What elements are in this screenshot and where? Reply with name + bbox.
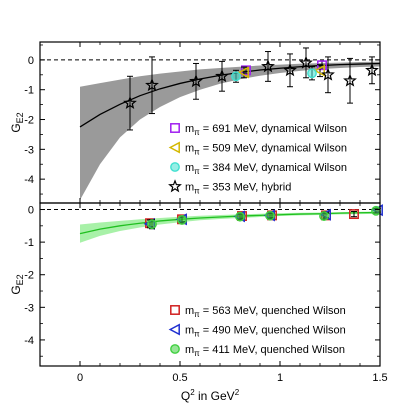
y-tick-label: -4 (24, 174, 34, 186)
data-point-star (321, 67, 335, 81)
y-tick-label: 0 (28, 205, 34, 217)
x-axis-label-main: Q (181, 389, 190, 403)
data-point-square (317, 60, 327, 71)
legend-label-m: m (185, 344, 194, 356)
legend-label-m: m (185, 182, 194, 194)
y-tick-label: -3 (24, 302, 34, 314)
x-axis-label-sup: 2 (190, 388, 195, 397)
y-axis-label: GE2 (9, 112, 25, 132)
x-tick-label: 1 (277, 372, 283, 384)
legend-marker-square (170, 123, 180, 133)
x-tick-label: 0 (77, 372, 83, 384)
data-point-star (215, 69, 229, 83)
y-tick-label: -2 (24, 115, 34, 127)
legend-label-rest: = 563 MeV, quenched Wilson (200, 305, 346, 317)
legend-label-sub: π (194, 349, 200, 358)
y-tick-label: 0 (28, 55, 34, 67)
legend-marker-circle (170, 344, 180, 354)
y-axis-label-main: G (9, 285, 23, 294)
y-axis-label-sub: E2 (15, 112, 25, 123)
y-tick-label: -1 (24, 237, 34, 249)
legend-label-rest: = 353 MeV, hybrid (200, 182, 292, 194)
data-point-star (145, 77, 159, 92)
y-axis-label-main: G (9, 123, 23, 132)
legend-label: mπ = 563 MeV, quenched Wilson (185, 305, 346, 319)
data-point-circle (231, 71, 241, 82)
data-point-circle (307, 68, 317, 79)
legend-marker-triangle-left (168, 323, 180, 336)
data-point-star (283, 63, 297, 77)
x-axis-label-mid: in GeV (195, 389, 235, 403)
x-tick-label: 0.5 (172, 372, 187, 384)
data-point-circle (319, 211, 329, 221)
data-point-circle (147, 219, 157, 230)
legend-marker-circle (170, 162, 180, 172)
legend-label-sub: π (194, 128, 200, 137)
data-point-star (189, 74, 203, 88)
data-point-star (299, 55, 313, 69)
legend-label-m: m (185, 325, 194, 337)
legend-label-sub: π (194, 330, 200, 339)
legend-label-sub: π (194, 148, 200, 157)
legend-label: mπ = 691 MeV, dynamical Wilson (185, 123, 347, 137)
data-point-circle (265, 210, 275, 221)
legend-label-rest: = 384 MeV, dynamical Wilson (200, 162, 347, 174)
legend-label: mπ = 353 MeV, hybrid (185, 182, 291, 196)
data-point-triangle-left (313, 64, 325, 77)
x-axis-label: Q2 in GeV2 (181, 388, 240, 403)
data-point-circle (235, 211, 245, 222)
legend-label-m: m (185, 305, 194, 317)
y-tick-label: -2 (24, 270, 34, 282)
legend-label-rest: = 509 MeV, dynamical Wilson (200, 143, 347, 155)
y-tick-label: -3 (24, 144, 34, 156)
legend-label: mπ = 509 MeV, dynamical Wilson (185, 143, 347, 157)
y-tick-label: -1 (24, 85, 34, 97)
data-point-circle (177, 215, 187, 225)
x-tick-label: 1.5 (372, 372, 387, 384)
legend-label-sub: π (194, 310, 200, 319)
data-point-triangle-left (237, 66, 249, 79)
legend-label: mπ = 490 MeV, quenched Wilson (185, 325, 346, 339)
legend-label: mπ = 384 MeV, dynamical Wilson (185, 162, 347, 176)
data-point-star (123, 95, 137, 109)
y-axis-label: GE2 (9, 274, 25, 294)
legend-label-m: m (185, 123, 194, 135)
data-point-star (343, 73, 357, 87)
legend-label-rest: = 490 MeV, quenched Wilson (200, 325, 346, 337)
legend-label-sub: π (194, 167, 200, 176)
y-axis-label-sub: E2 (15, 274, 25, 285)
legend-label-m: m (185, 162, 194, 174)
y-tick-label: -4 (24, 335, 34, 347)
legend-marker-square (170, 305, 180, 315)
legend-label-rest: = 411 MeV, quenched Wilson (200, 344, 345, 356)
legend-label-rest: = 691 MeV, dynamical Wilson (200, 123, 347, 135)
x-axis-label-sup2: 2 (235, 388, 240, 397)
fit-error-band (80, 61, 380, 201)
data-point-circle (371, 205, 381, 216)
plot-frame (39, 202, 381, 367)
legend-label: mπ = 411 MeV, quenched Wilson (185, 344, 345, 358)
legend-marker-triangle-left (168, 141, 180, 154)
data-point-square (349, 209, 359, 220)
legend-label-sub: π (194, 187, 200, 196)
legend-marker-star (168, 179, 182, 193)
data-point-star (261, 59, 275, 73)
data-point-star (365, 63, 379, 77)
legend-label-m: m (185, 143, 194, 155)
